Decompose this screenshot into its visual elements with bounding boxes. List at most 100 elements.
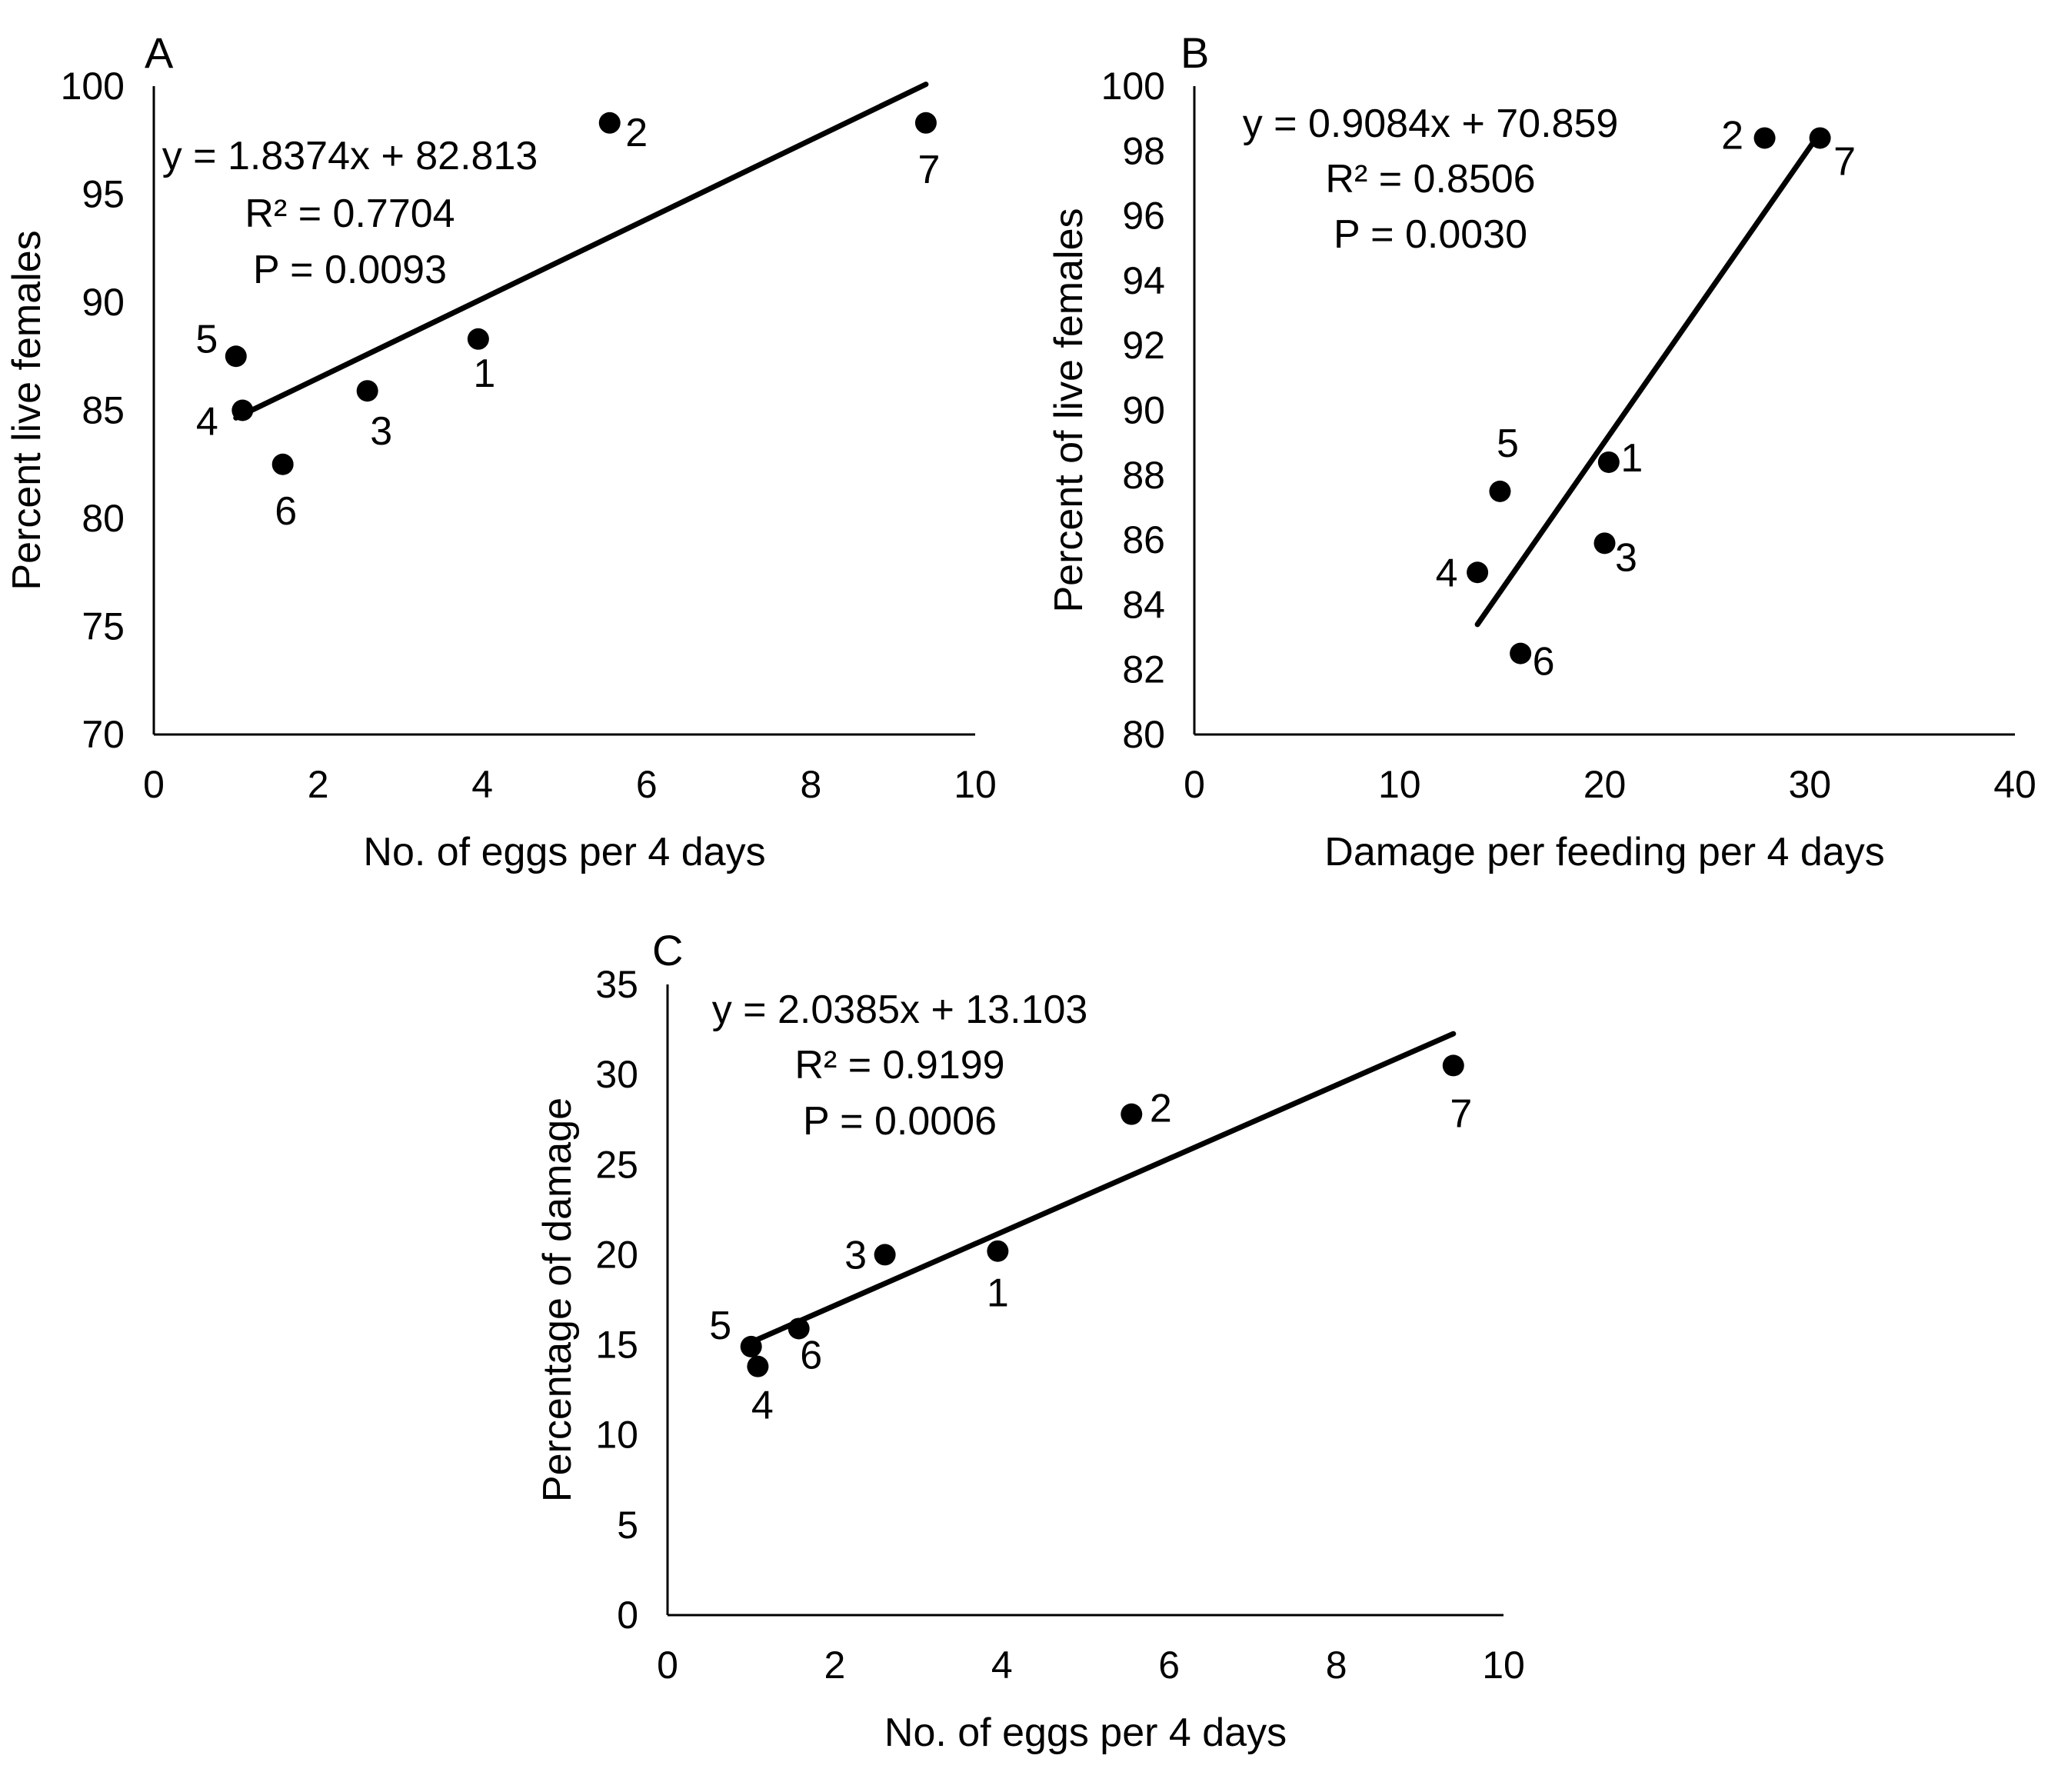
y-tick-label: 100 [1101,65,1165,108]
regression-annotation: R² = 0.9199 [794,1043,1004,1088]
y-tick-label: 90 [82,281,125,324]
point-label: 6 [275,489,297,534]
x-tick-label: 6 [1158,1644,1180,1687]
regression-annotation: R² = 0.8506 [1325,157,1535,202]
point-label: 6 [1533,640,1555,684]
y-tick-label: 100 [61,65,125,108]
regression-annotation: R² = 0.7704 [245,192,455,236]
panel-letter: A [145,28,174,77]
data-point [788,1317,810,1340]
y-tick-label: 0 [617,1594,638,1637]
data-point [1510,642,1532,665]
point-label: 2 [1721,113,1743,158]
y-tick-label: 98 [1122,129,1165,172]
regression-annotation: y = 2.0385x + 13.103 [712,988,1088,1032]
y-tick-label: 35 [595,963,638,1006]
x-axis-title: No. of eggs per 4 days [363,830,765,874]
y-tick-label: 82 [1122,648,1165,691]
point-label: 1 [473,351,495,396]
x-tick-label: 8 [1326,1644,1347,1687]
y-axis-title: Percentage of damage [535,1098,580,1502]
y-tick-label: 92 [1122,324,1165,367]
y-tick-label: 70 [82,713,125,756]
data-point [1489,480,1511,502]
x-tick-label: 4 [471,763,493,806]
y-tick-label: 96 [1122,195,1165,238]
point-label: 6 [800,1333,822,1377]
data-point [874,1244,896,1266]
x-tick-label: 0 [1184,763,1205,806]
panel-letter: B [1181,28,1209,77]
x-tick-label: 20 [1583,763,1627,806]
x-tick-label: 10 [1482,1644,1525,1687]
point-label: 4 [1436,551,1458,595]
y-tick-label: 85 [82,389,125,432]
point-label: 5 [1497,421,1519,466]
data-point [598,112,621,134]
y-tick-label: 90 [1122,389,1165,432]
y-tick-label: 80 [1122,713,1165,756]
data-point [271,453,294,475]
point-label: 7 [917,148,940,192]
data-point [356,380,378,402]
y-tick-label: 10 [595,1414,638,1457]
y-tick-label: 88 [1122,454,1165,497]
point-label: 1 [987,1271,1009,1316]
point-label: 7 [1833,139,1856,184]
panel-letter: C [652,926,683,974]
x-tick-label: 10 [1378,763,1421,806]
y-tick-label: 84 [1122,583,1165,626]
data-point [1593,532,1616,555]
y-tick-label: 80 [82,497,125,540]
x-tick-label: 2 [308,763,329,806]
trendline [748,1031,1457,1345]
y-tick-label: 5 [617,1504,638,1547]
data-point [225,345,247,368]
x-tick-label: 10 [954,763,997,806]
x-axis-title: No. of eggs per 4 days [884,1710,1287,1755]
data-point [1467,561,1489,584]
x-axis-title: Damage per feeding per 4 days [1324,830,1884,874]
data-point [231,399,254,421]
data-point [740,1335,762,1357]
point-label: 2 [1150,1087,1172,1131]
data-point [1753,127,1776,149]
x-tick-label: 6 [636,763,658,806]
point-label: 5 [195,317,218,361]
x-tick-label: 8 [800,763,821,806]
x-tick-label: 0 [143,763,165,806]
data-point [914,112,937,134]
y-tick-label: 25 [595,1143,638,1186]
y-axis-title: Percent of live females [1047,208,1091,612]
y-tick-label: 94 [1122,259,1165,302]
data-point [1597,451,1620,473]
point-label: 7 [1450,1091,1472,1136]
data-point [1442,1054,1464,1077]
regression-annotation: P = 0.0030 [1334,212,1527,257]
data-point [987,1240,1009,1262]
y-tick-label: 20 [595,1233,638,1276]
point-label: 4 [196,400,218,445]
y-tick-label: 75 [82,605,125,648]
data-point [1121,1103,1143,1125]
data-point [747,1355,769,1377]
trendline [1474,129,1823,628]
x-tick-label: 40 [1993,763,2036,806]
point-label: 4 [751,1384,774,1428]
point-label: 3 [1615,535,1637,580]
regression-annotation: P = 0.0006 [803,1099,997,1144]
data-point [467,328,489,350]
y-tick-label: 15 [595,1324,638,1367]
regression-annotation: y = 0.9084x + 70.859 [1243,102,1619,146]
x-tick-label: 2 [824,1644,845,1687]
y-tick-label: 95 [82,173,125,216]
regression-annotation: P = 0.0093 [253,248,447,292]
y-tick-label: 30 [595,1053,638,1096]
x-tick-label: 0 [657,1644,678,1687]
trendline [233,82,929,421]
point-label: 2 [625,111,648,155]
y-tick-label: 86 [1122,518,1165,561]
